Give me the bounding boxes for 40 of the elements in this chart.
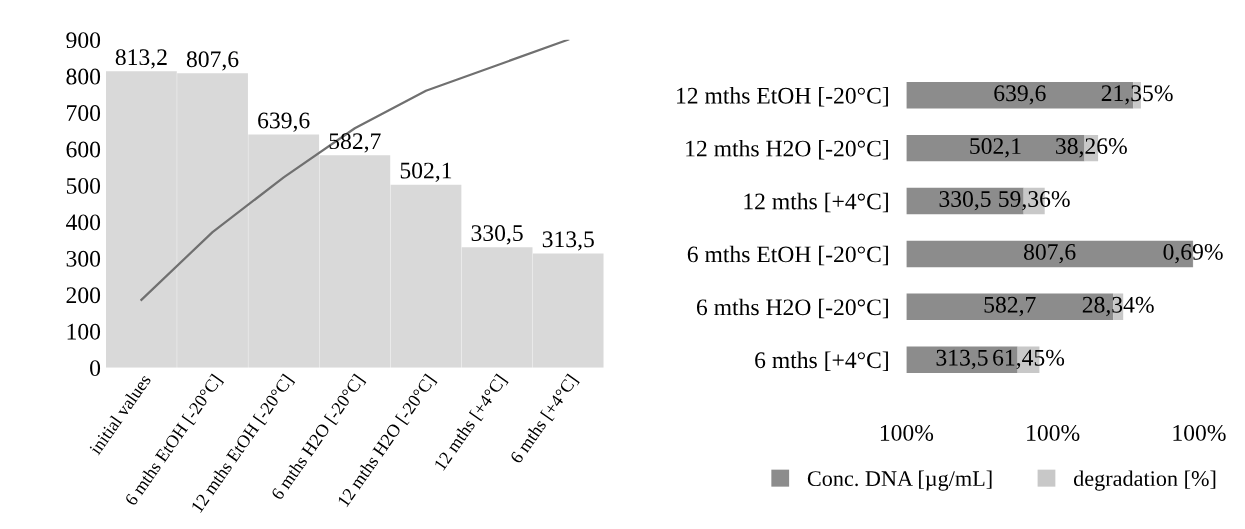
data-label: 313,5 (936, 349, 988, 370)
data-label: 330,5 (471, 225, 523, 245)
y-tick-label: 6 mths H2O [-20°C] (696, 298, 888, 319)
y-tick-label: 6 mths EtOH [-20°C] (687, 245, 888, 266)
y-tick-label: 800 (66, 68, 101, 85)
data-label: 38,26% (1056, 138, 1127, 158)
data-label: 313,5 (542, 231, 594, 251)
y-tick-label: 300 (66, 250, 101, 267)
data-label: 502,1 (400, 162, 452, 182)
y-tick-label: 700 (67, 105, 101, 121)
data-label: 61,45% (993, 349, 1065, 370)
data-label: 0,69% (1163, 243, 1223, 264)
data-label: 807,6 (1023, 243, 1076, 264)
text: 100% (1027, 424, 1080, 441)
y-tick-label: 12 mths EtOH [-20°C] (677, 87, 888, 107)
data-label: 582,7 (329, 133, 381, 153)
data-label: 28,34% (1082, 296, 1154, 317)
text: 100% (1173, 424, 1226, 441)
data-label: 813,2 (115, 49, 167, 69)
legend-label: Conc. DNA [µg/mL] (807, 470, 992, 491)
data-label: 21,35% (1101, 85, 1173, 105)
data-label: 330,5 (939, 191, 991, 211)
data-label: 807,6 (186, 51, 239, 71)
data-label: 59,36% (999, 191, 1070, 211)
data-label: 639,6 (258, 112, 310, 132)
y-tick-label: 500 (66, 177, 101, 194)
y-tick-label: 400 (66, 214, 101, 231)
data-label: 582,7 (984, 296, 1036, 317)
y-tick-label: 12 mths H2O [-20°C] (686, 139, 888, 160)
y-tick-label: 900 (66, 32, 101, 49)
y-tick-label: 100 (67, 323, 101, 340)
legend-label: degradation [%] (1073, 470, 1216, 491)
data-label: 639,6 (994, 85, 1046, 105)
y-tick-label: 12 mths [+4°C] (744, 192, 888, 213)
y-tick-label: 200 (66, 287, 101, 304)
text: 100% (880, 424, 934, 441)
data-label: 502,1 (970, 138, 1021, 158)
y-tick-label: 0 (90, 360, 101, 377)
y-tick-label: 600 (66, 141, 101, 158)
y-tick-label: 6 mths [+4°C] (755, 351, 888, 372)
